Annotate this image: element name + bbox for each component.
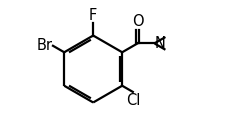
Text: Cl: Cl [126,93,140,108]
Text: N: N [154,36,165,51]
Text: Br: Br [36,38,52,53]
Text: F: F [89,8,97,22]
Text: O: O [131,14,143,29]
